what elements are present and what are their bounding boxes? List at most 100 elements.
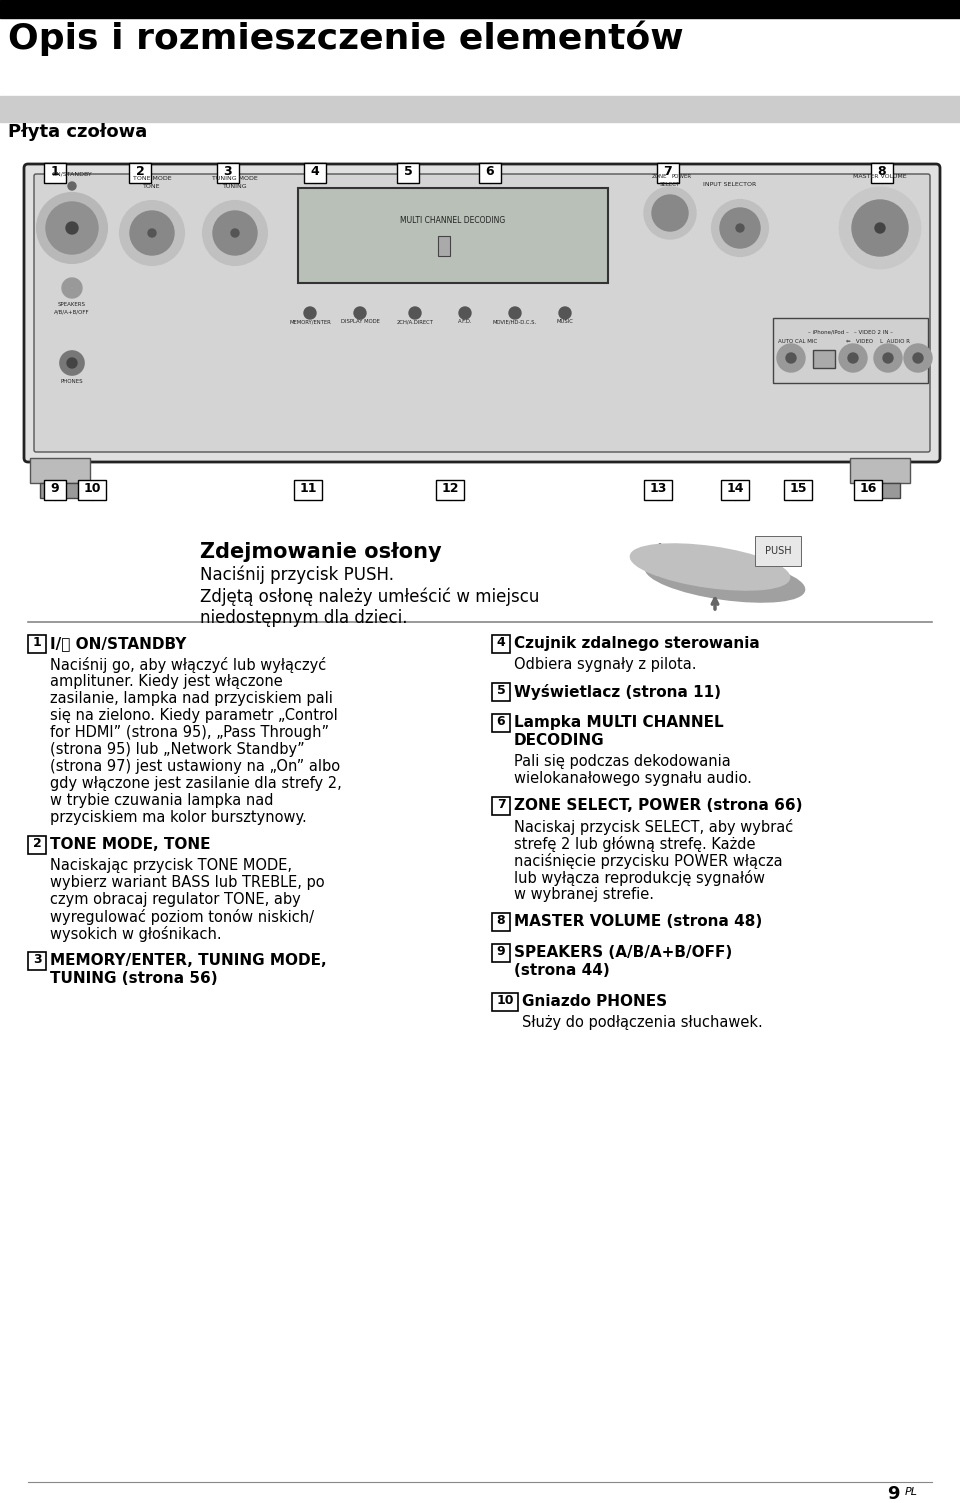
Text: MASTER VOLUME (strona 48): MASTER VOLUME (strona 48) bbox=[514, 914, 762, 929]
Text: for HDMI” (strona 95), „Pass Through”: for HDMI” (strona 95), „Pass Through” bbox=[50, 724, 329, 739]
Text: 16: 16 bbox=[859, 482, 876, 494]
Text: SPEAKERS (A/B/A+B/OFF): SPEAKERS (A/B/A+B/OFF) bbox=[514, 945, 732, 960]
Text: ⇐   VIDEO    L  AUDIO R: ⇐ VIDEO L AUDIO R bbox=[846, 340, 910, 344]
Circle shape bbox=[459, 307, 471, 319]
Circle shape bbox=[213, 210, 257, 256]
Circle shape bbox=[840, 188, 920, 268]
Bar bbox=[492, 634, 510, 652]
Bar bbox=[438, 236, 450, 256]
Text: ZONE SELECT, POWER (strona 66): ZONE SELECT, POWER (strona 66) bbox=[514, 798, 803, 813]
Text: Zdjętą osłonę należy umłeścić w miejscu: Zdjętą osłonę należy umłeścić w miejscu bbox=[200, 588, 540, 606]
Text: MEMORY/ENTER, TUNING MODE,: MEMORY/ENTER, TUNING MODE, bbox=[50, 953, 326, 968]
Text: Pali się podczas dekodowania: Pali się podczas dekodowania bbox=[514, 755, 731, 770]
Bar bbox=[30, 458, 90, 482]
Text: strefę 2 lub główną strefę. Każde: strefę 2 lub główną strefę. Każde bbox=[514, 836, 756, 852]
Text: 1: 1 bbox=[33, 636, 41, 649]
Bar bbox=[773, 319, 928, 383]
Text: (strona 97) jest ustawiony na „On” albo: (strona 97) jest ustawiony na „On” albo bbox=[50, 759, 340, 774]
Text: PL: PL bbox=[905, 1486, 918, 1497]
Text: A.F.D.: A.F.D. bbox=[458, 319, 472, 325]
Bar bbox=[28, 634, 46, 652]
Text: 3: 3 bbox=[33, 953, 41, 966]
Text: czym obracaj regulator TONE, aby: czym obracaj regulator TONE, aby bbox=[50, 891, 300, 906]
Text: 4: 4 bbox=[311, 165, 320, 177]
Circle shape bbox=[46, 201, 98, 254]
Circle shape bbox=[736, 224, 744, 231]
Text: Czujnik zdalnego sterowania: Czujnik zdalnego sterowania bbox=[514, 636, 759, 651]
Circle shape bbox=[37, 192, 107, 263]
Text: 8: 8 bbox=[877, 165, 886, 177]
Bar bbox=[44, 162, 66, 183]
Bar bbox=[492, 944, 510, 962]
Text: 3: 3 bbox=[224, 165, 232, 177]
Bar bbox=[40, 482, 80, 497]
Bar bbox=[492, 714, 510, 732]
Text: Naciśnij przycisk PUSH.: Naciśnij przycisk PUSH. bbox=[200, 565, 394, 583]
Text: ON/STANDBY: ON/STANDBY bbox=[52, 171, 92, 177]
Text: 14: 14 bbox=[727, 482, 744, 494]
Text: PUSH: PUSH bbox=[765, 546, 792, 556]
Text: 6: 6 bbox=[496, 715, 505, 727]
Text: TONE: TONE bbox=[143, 183, 160, 189]
Text: Gniazdo PHONES: Gniazdo PHONES bbox=[522, 993, 667, 1009]
Circle shape bbox=[913, 353, 923, 364]
Circle shape bbox=[874, 344, 902, 373]
Text: Opis i rozmieszczenie elementów: Opis i rozmieszczenie elementów bbox=[8, 20, 684, 56]
Bar bbox=[217, 162, 239, 183]
Bar bbox=[850, 458, 910, 482]
Circle shape bbox=[148, 228, 156, 237]
Circle shape bbox=[120, 201, 184, 265]
Text: wysokich w głośnikach.: wysokich w głośnikach. bbox=[50, 926, 222, 942]
Bar bbox=[492, 682, 510, 700]
Circle shape bbox=[304, 307, 316, 319]
Circle shape bbox=[66, 222, 78, 234]
Circle shape bbox=[720, 207, 760, 248]
Bar bbox=[871, 162, 893, 183]
Circle shape bbox=[883, 353, 893, 364]
Text: 15: 15 bbox=[789, 482, 806, 494]
Text: MULTI CHANNEL DECODING: MULTI CHANNEL DECODING bbox=[400, 216, 506, 225]
Bar bbox=[657, 162, 679, 183]
Bar bbox=[721, 479, 749, 500]
Bar bbox=[860, 482, 900, 497]
Text: (strona 44): (strona 44) bbox=[514, 963, 610, 978]
Text: DECODING: DECODING bbox=[514, 733, 605, 748]
Text: Wyświetlacz (strona 11): Wyświetlacz (strona 11) bbox=[514, 684, 721, 700]
Text: SPEAKERS: SPEAKERS bbox=[58, 302, 86, 307]
Text: 10: 10 bbox=[84, 482, 101, 494]
Circle shape bbox=[62, 278, 82, 298]
Text: 9: 9 bbox=[496, 945, 505, 957]
Text: Naciśnij go, aby włączyć lub wyłączyć: Naciśnij go, aby włączyć lub wyłączyć bbox=[50, 657, 326, 673]
Circle shape bbox=[559, 307, 571, 319]
Bar bbox=[813, 350, 835, 368]
Circle shape bbox=[652, 195, 688, 231]
Text: – iPhone/iPod –   – VIDEO 2 IN –: – iPhone/iPod – – VIDEO 2 IN – bbox=[807, 329, 893, 334]
Bar bbox=[44, 479, 66, 500]
Text: przyciskiem ma kolor bursztynowy.: przyciskiem ma kolor bursztynowy. bbox=[50, 810, 307, 825]
Bar bbox=[28, 951, 46, 969]
Circle shape bbox=[60, 352, 84, 376]
Text: I/⏻ ON/STANDBY: I/⏻ ON/STANDBY bbox=[50, 636, 186, 651]
Text: TONE MODE: TONE MODE bbox=[132, 176, 171, 180]
Text: 7: 7 bbox=[663, 165, 672, 177]
Text: TUNING (strona 56): TUNING (strona 56) bbox=[50, 971, 218, 986]
Text: 10: 10 bbox=[496, 993, 514, 1007]
FancyBboxPatch shape bbox=[24, 164, 940, 461]
Text: 2: 2 bbox=[135, 165, 144, 177]
Text: 5: 5 bbox=[496, 684, 505, 697]
Text: AUTO CAL MIC: AUTO CAL MIC bbox=[779, 340, 818, 344]
Circle shape bbox=[712, 200, 768, 256]
Circle shape bbox=[409, 307, 421, 319]
Bar bbox=[479, 162, 501, 183]
Text: POWER: POWER bbox=[672, 174, 692, 179]
Text: 6: 6 bbox=[486, 165, 494, 177]
Text: MEMORY/ENTER: MEMORY/ENTER bbox=[289, 319, 331, 325]
Text: (strona 95) lub „Network Standby”: (strona 95) lub „Network Standby” bbox=[50, 742, 304, 758]
Ellipse shape bbox=[631, 544, 789, 589]
Text: A/B/A+B/OFF: A/B/A+B/OFF bbox=[54, 310, 90, 314]
Bar bbox=[784, 479, 812, 500]
Circle shape bbox=[203, 201, 267, 265]
Text: wybierz wariant BASS lub TREBLE, po: wybierz wariant BASS lub TREBLE, po bbox=[50, 875, 324, 890]
Circle shape bbox=[68, 182, 76, 189]
Text: Płyta czołowa: Płyta czołowa bbox=[8, 123, 147, 141]
